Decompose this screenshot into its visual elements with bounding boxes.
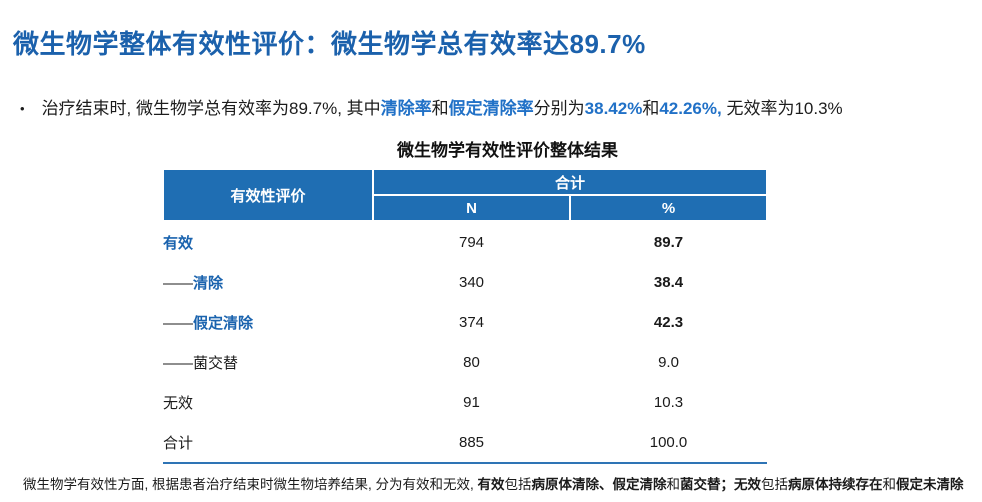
table-row-cleared: ——清除 340 38.4 — [163, 262, 767, 302]
row-pct-value: 89.7 — [653, 233, 684, 251]
row-pct-value: 9.0 — [658, 353, 679, 371]
header-cell-total-group: 合计 — [371, 168, 769, 196]
row-label: 清除 — [193, 274, 224, 292]
footnote-seg-effective: 有效 — [477, 477, 505, 492]
row-pct-value: 100.0 — [570, 422, 768, 464]
bullet-seg-normal: 分别为 — [533, 99, 585, 118]
row-n-value: 374 — [458, 313, 485, 331]
footnote-seg-ineffective: 无效 — [734, 477, 762, 492]
bullet-seg-normal: 治疗结束时, 微生物学总有效率为89.7%, 其中 — [41, 99, 381, 118]
bullet-marker: • — [20, 101, 25, 116]
slide-title: 微生物学整体有效性评价：微生物学总有效率达89.7% — [13, 29, 646, 59]
row-label-cell: ——假定清除 — [163, 302, 373, 342]
table-body: 有效 794 89.7 ——清除 340 38.4 ——假定清除 374 42.… — [163, 221, 768, 464]
header-cell-percent: % — [568, 194, 769, 222]
row-label-cell: 无效 — [163, 382, 373, 422]
row-pct-value: 38.4 — [653, 273, 684, 291]
row-label-prefix: —— — [163, 314, 193, 332]
table-header: 有效性评价 合计 N % — [162, 168, 769, 222]
row-n-value: 794 — [458, 233, 485, 251]
footnote-seg-presumed-not-cleared: 假定未清除 — [896, 477, 964, 492]
footnote-seg-normal: 微生物学有效性方面, 根据患者治疗结束时微生物培养结果, 分为有效和无效, — [23, 477, 478, 492]
table-header-row-1: 有效性评价 合计 — [162, 168, 769, 222]
bullet-seg-normal: 和 — [642, 99, 660, 118]
row-label-cell: ——清除 — [163, 262, 373, 302]
table-row-effective: 有效 794 89.7 — [163, 221, 767, 262]
table-header-row-2: N % — [163, 194, 769, 222]
row-label-prefix: —— — [163, 354, 193, 372]
header-cell-n: N — [372, 194, 571, 222]
row-label: 合计 — [163, 434, 194, 452]
row-label: 假定清除 — [193, 314, 254, 332]
footnote-seg-persistence: 病原体持续存在 — [788, 477, 883, 492]
footnote: 微生物学有效性方面, 根据患者治疗结束时微生物培养结果, 分为有效和无效, 有效… — [23, 476, 964, 494]
table-title: 微生物学有效性评价整体结果 — [397, 141, 618, 160]
row-label: 无效 — [163, 394, 194, 412]
efficacy-table: 有效性评价 合计 N % 有效 794 89.7 ——清除 340 38.4 —… — [162, 168, 769, 464]
bullet-paragraph: • 治疗结束时, 微生物学总有效率为89.7%, 其中清除率和假定清除率分别为3… — [20, 97, 970, 120]
bullet-text: 治疗结束时, 微生物学总有效率为89.7%, 其中清除率和假定清除率分别为38.… — [42, 97, 843, 120]
footnote-seg-normal: 和 — [666, 477, 681, 492]
footnote-seg-flora-replacement: 菌交替； — [680, 477, 735, 492]
row-pct-value: 10.3 — [653, 393, 684, 411]
table-row-total: 合计 885 100.0 — [163, 422, 768, 464]
bullet-seg-value-1: 38.42% — [584, 99, 643, 118]
row-n-value: 91 — [463, 393, 480, 411]
footnote-seg-normal: 包括 — [761, 477, 789, 492]
row-label-cell: ——菌交替 — [163, 342, 373, 382]
footnote-seg-normal: 和 — [882, 477, 897, 492]
bullet-seg-normal: 和 — [431, 99, 449, 118]
row-label-prefix: —— — [163, 274, 193, 292]
row-label: 菌交替 — [193, 354, 239, 372]
row-label-cell: 合计 — [163, 422, 373, 464]
table-row-flora-replacement: ——菌交替 80 9.0 — [163, 342, 767, 382]
row-n-value: 80 — [463, 353, 480, 371]
row-label-cell: 有效 — [163, 221, 373, 262]
footnote-seg-pathogen-clearance: 病原体清除、假定清除 — [531, 477, 667, 492]
row-label: 有效 — [163, 234, 194, 252]
row-n-value: 885 — [373, 422, 570, 464]
bullet-seg-clearance-rate: 清除率 — [380, 99, 432, 118]
table-row-ineffective: 无效 91 10.3 — [163, 382, 767, 422]
header-cell-evaluation: 有效性评价 — [162, 168, 374, 222]
footnote-seg-normal: 包括 — [504, 477, 532, 492]
table-row-presumed-cleared: ——假定清除 374 42.3 — [163, 302, 767, 342]
row-pct-value: 42.3 — [653, 313, 684, 331]
row-n-value: 340 — [458, 273, 485, 291]
bullet-seg-normal: 无效率为10.3% — [721, 99, 843, 118]
bullet-seg-value-2: 42.26%, — [659, 99, 722, 118]
bullet-seg-presumed-clearance-rate: 假定清除率 — [448, 99, 534, 118]
